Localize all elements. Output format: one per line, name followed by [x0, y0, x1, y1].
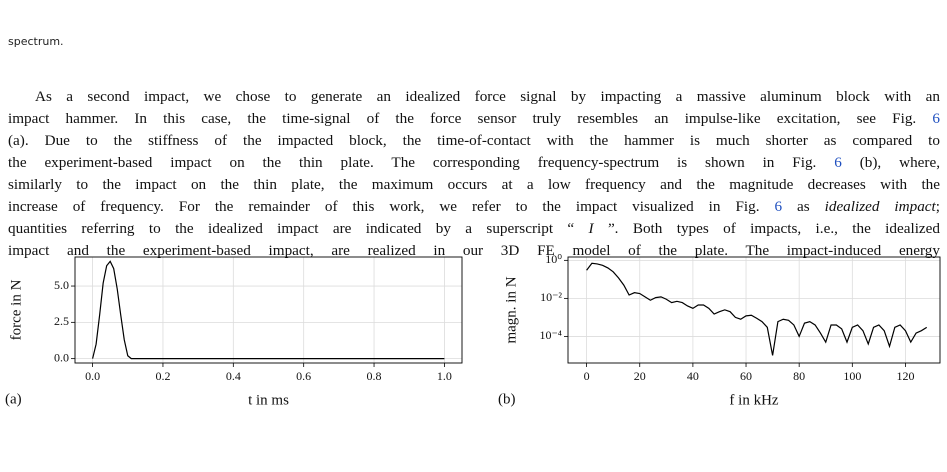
y-tick-label: 2.5 [54, 314, 69, 328]
text-run: impact hammer. In this case, the time-si… [8, 110, 933, 127]
y-tick-label: 10⁻⁴ [539, 328, 562, 342]
y-axis-label: force in N [8, 279, 24, 340]
text-run: as [782, 198, 825, 215]
x-tick-label: 80 [793, 369, 805, 383]
data-line [92, 260, 445, 360]
y-axis-label: magn. in N [503, 276, 519, 343]
x-tick-label: 0.8 [367, 369, 382, 383]
x-tick-label: 0.4 [226, 369, 241, 383]
data-line [586, 262, 928, 356]
x-tick-label: 0.6 [296, 369, 311, 383]
x-axis-label: f in kHz [729, 392, 778, 408]
y-tick-label: 0.0 [54, 350, 69, 364]
x-tick-label: 40 [687, 369, 699, 383]
text-run: As a second impact, we chose to generate… [35, 88, 940, 105]
x-tick-label: 100 [843, 369, 861, 383]
text-run: ”. Both types of impacts, i.e., the idea… [593, 220, 940, 237]
text-line: the experiment-based impact on the thin … [8, 152, 940, 174]
figure-link[interactable]: 6 [834, 154, 842, 171]
x-tick-label: 120 [896, 369, 914, 383]
y-tick-label: 10⁰ [545, 252, 562, 266]
text-line: impact and the experiment-based impact, … [8, 240, 940, 262]
text-run: quantities referring to the idealized im… [8, 220, 589, 237]
text-line: As a second impact, we chose to generate… [8, 86, 940, 108]
text-line: (a). Due to the stiffness of the impacte… [8, 130, 940, 152]
plot-frame [567, 256, 941, 364]
plot-frame [74, 256, 463, 364]
x-tick-label: 0.0 [85, 369, 100, 383]
text-line: quantities referring to the idealized im… [8, 218, 940, 240]
text-line: impact hammer. In this case, the time-si… [8, 108, 940, 130]
text-run: I [588, 220, 594, 237]
text-run: (a). Due to the stiffness of the impacte… [8, 132, 940, 149]
panel-label: (a) [5, 391, 22, 407]
text-line: similarly to the impact on the thin plat… [8, 174, 940, 196]
y-tick-label: 10⁻² [540, 290, 562, 304]
text-run: increase of frequency. For the remainder… [8, 198, 775, 215]
x-tick-label: 1.0 [437, 369, 452, 383]
x-tick-label: 60 [740, 369, 752, 383]
x-axis-label: t in ms [248, 392, 289, 408]
y-tick-label: 5.0 [54, 278, 69, 292]
text-run: impact and the experiment-based impact, … [8, 242, 940, 259]
text-run: the experiment-based impact on the thin … [8, 154, 835, 171]
text-run: (b), where, [841, 154, 941, 171]
x-tick-label: 20 [634, 369, 646, 383]
text-line: increase of frequency. For the remainder… [8, 196, 940, 218]
x-tick-label: 0 [584, 369, 590, 383]
text-run: ; [935, 198, 940, 215]
figure-link[interactable]: 6 [774, 198, 783, 215]
figure-link[interactable]: 6 [932, 110, 940, 127]
caption-fragment: spectrum. [8, 35, 64, 48]
text-run: similarly to the impact on the thin plat… [8, 176, 940, 193]
x-tick-label: 0.2 [155, 369, 170, 383]
paragraph: As a second impact, we chose to generate… [8, 86, 940, 262]
text-run: idealized impact [824, 198, 936, 215]
panel-label: (b) [498, 391, 516, 407]
